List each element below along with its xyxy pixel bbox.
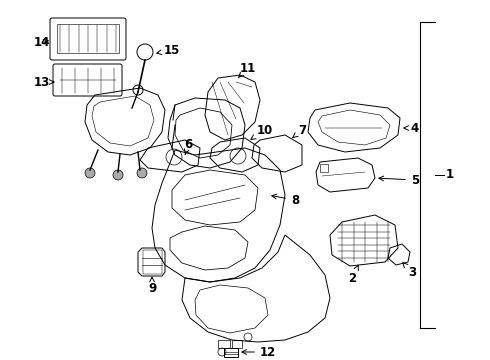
Bar	[218, 340, 230, 348]
Bar	[224, 348, 238, 357]
Bar	[143, 250, 162, 274]
Circle shape	[113, 170, 123, 180]
Text: 15: 15	[157, 44, 180, 57]
Text: 7: 7	[293, 123, 306, 138]
Text: 12: 12	[242, 346, 276, 359]
Text: 9: 9	[148, 277, 156, 294]
Text: 6: 6	[184, 139, 192, 154]
Bar	[57, 24, 119, 53]
Circle shape	[85, 168, 95, 178]
Bar	[320, 164, 328, 172]
Text: 10: 10	[251, 123, 273, 139]
Text: 5: 5	[379, 174, 419, 186]
Bar	[232, 340, 242, 348]
Text: 13: 13	[34, 76, 54, 89]
Text: 8: 8	[272, 194, 299, 207]
Text: 4: 4	[404, 122, 419, 135]
Text: 11: 11	[239, 62, 256, 77]
Text: 1: 1	[446, 168, 454, 181]
Text: 14: 14	[34, 36, 50, 49]
Text: 2: 2	[348, 265, 358, 284]
Circle shape	[137, 168, 147, 178]
Text: 3: 3	[403, 263, 416, 279]
